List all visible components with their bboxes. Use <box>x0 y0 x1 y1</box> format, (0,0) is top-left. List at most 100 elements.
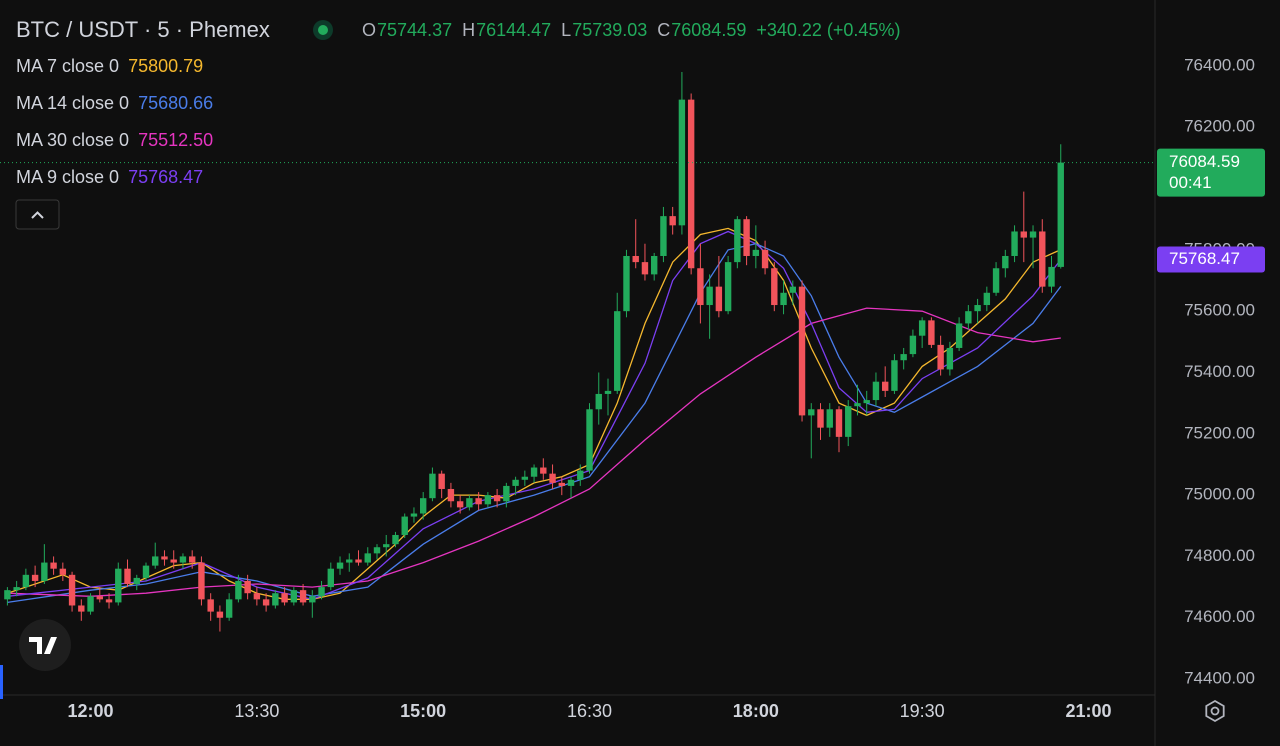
candle-body <box>1011 231 1018 256</box>
ma-badge <box>1157 246 1265 273</box>
x-tick-label: 21:00 <box>1065 701 1111 721</box>
candle-body <box>549 473 556 483</box>
candle-body <box>170 559 177 563</box>
legend-name: MA 30 close 0 <box>16 130 129 150</box>
candle-body <box>771 268 778 306</box>
legend-name: MA 14 close 0 <box>16 93 129 113</box>
candle-body <box>59 568 67 575</box>
candle-body <box>965 311 972 324</box>
logo-icon <box>29 637 57 654</box>
candle-body <box>808 409 815 416</box>
candle-body <box>909 335 917 355</box>
candle-body <box>198 562 205 600</box>
legend-name: MA 9 close 0 <box>16 167 119 187</box>
x-tick-label: 19:30 <box>900 701 945 721</box>
candle-body <box>992 268 1000 293</box>
legend-name: MA 7 close 0 <box>16 56 119 76</box>
candle-body <box>826 409 833 428</box>
candle-body <box>789 286 796 293</box>
last-price-badge <box>1157 148 1265 197</box>
candle-body <box>179 556 187 563</box>
collapse-button[interactable] <box>15 199 60 230</box>
candle-body <box>373 547 381 554</box>
candle-body <box>96 596 103 600</box>
y-tick-label: 74600.00 <box>1184 607 1255 626</box>
candle-body <box>586 409 593 471</box>
candle-body <box>734 219 741 263</box>
ohlc-value: 76144.47 <box>476 20 551 40</box>
candle-body <box>327 568 334 588</box>
status-dot <box>318 25 328 35</box>
y-tick-label: 75600.00 <box>1184 301 1255 320</box>
ma-line <box>7 307 1061 597</box>
legend-value: 75768.47 <box>128 167 203 187</box>
logo-badge[interactable] <box>19 619 71 671</box>
symbol-title: BTC / USDT · 5 · Phemex <box>16 17 270 42</box>
candle-body <box>660 216 667 256</box>
candle-body <box>715 286 723 312</box>
candle-body <box>401 516 408 535</box>
candle-body <box>336 562 344 569</box>
candle-body <box>1048 266 1055 287</box>
legend-value: 75512.50 <box>138 130 213 150</box>
candle-body <box>835 409 843 437</box>
settings-icon[interactable] <box>1205 699 1225 723</box>
y-tick-label: 74800.00 <box>1184 546 1255 565</box>
candle-body <box>641 262 649 275</box>
candle-body <box>115 568 122 603</box>
candle-body <box>595 393 602 410</box>
candle-body <box>614 311 621 391</box>
y-tick-label: 75000.00 <box>1184 485 1255 504</box>
legend-value: 75800.79 <box>128 56 203 76</box>
candle-body <box>567 479 575 486</box>
y-tick-label: 76400.00 <box>1184 55 1255 74</box>
candle-body <box>13 587 20 591</box>
legend: MA 7 close 0 75800.79 MA 14 close 0 75680.6… <box>16 56 213 187</box>
candle-body <box>281 593 288 603</box>
candle-body <box>946 347 954 370</box>
candle-body <box>983 292 991 306</box>
candle-body <box>632 255 639 263</box>
candle-body <box>50 562 57 569</box>
candle-body <box>798 286 806 416</box>
candle-body <box>752 249 760 256</box>
ohlc-key: H <box>462 20 475 40</box>
candle-body <box>188 556 196 563</box>
ohlc-key: C <box>657 20 670 40</box>
candle-body <box>872 381 880 401</box>
candle-body <box>650 255 658 275</box>
x-tick-label: 12:00 <box>68 701 114 721</box>
candle-body <box>31 574 39 581</box>
candle-body <box>503 485 510 502</box>
y-tick-label: 76200.00 <box>1184 117 1255 136</box>
candle-body <box>863 400 870 404</box>
chevron-icon <box>31 211 44 219</box>
candle-body <box>419 498 427 514</box>
candle-body <box>68 574 76 606</box>
candle-body <box>1020 231 1027 238</box>
candle-body <box>355 559 362 563</box>
candle-body <box>1057 162 1064 267</box>
candle-body <box>235 580 242 600</box>
candle-body <box>364 553 371 563</box>
candle-body <box>383 544 390 548</box>
candle-body <box>512 479 519 486</box>
axes: 74400.00 74600.00 74800.00 75000.00 75200.00… <box>68 55 1265 721</box>
candle-body <box>743 219 750 256</box>
candle-body <box>484 495 492 505</box>
candle-body <box>845 406 852 437</box>
ohlc-key: O <box>362 20 376 40</box>
plot-area <box>0 72 1155 632</box>
candle-body <box>918 320 926 336</box>
candle-body <box>299 590 307 603</box>
candle-body <box>678 99 686 226</box>
candle-body <box>687 99 695 269</box>
ma-line <box>7 227 1062 600</box>
candle-body <box>105 599 113 603</box>
candle-body <box>438 473 445 489</box>
candle-body <box>41 562 48 581</box>
candle-body <box>530 467 538 477</box>
settings-hole <box>1210 706 1220 716</box>
candle-body <box>78 605 85 612</box>
